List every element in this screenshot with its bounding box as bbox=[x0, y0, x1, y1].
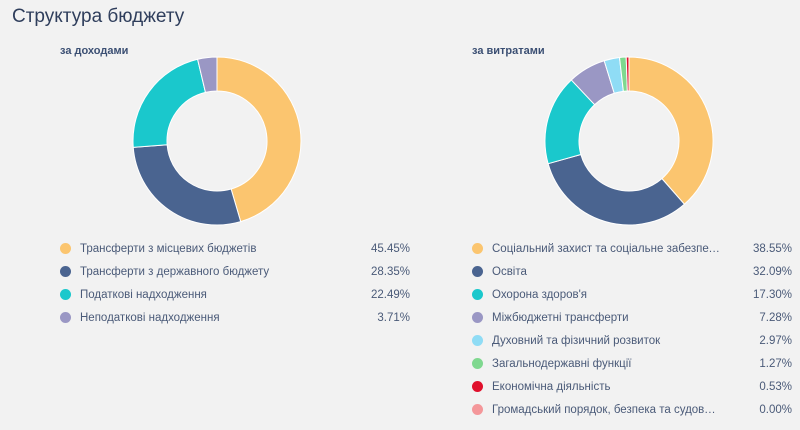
expense-donut-chart bbox=[544, 56, 714, 226]
legend-percentage: 28.35% bbox=[370, 265, 410, 278]
legend-percentage: 17.30% bbox=[752, 288, 792, 301]
donut-slice[interactable] bbox=[132, 58, 207, 148]
income-donut-chart bbox=[132, 56, 302, 226]
legend-percentage: 0.00% bbox=[759, 403, 792, 416]
income-legend: Трансферти з місцевих бюджетів 45.45% Тран… bbox=[60, 237, 410, 329]
legend-label: Громадський порядок, безпека та судова в… bbox=[492, 403, 722, 416]
legend-swatch bbox=[60, 312, 71, 323]
legend-item[interactable]: Загальнодержавні функції 1.27% bbox=[472, 352, 794, 375]
legend-item[interactable]: Міжбюджетні трансферти 7.28% bbox=[472, 306, 794, 329]
legend-item[interactable]: Охорона здоров'я 17.30% bbox=[472, 283, 794, 306]
legend-item[interactable]: Освіта 32.09% bbox=[472, 260, 794, 283]
legend-percentage: 3.71% bbox=[377, 311, 410, 324]
legend-percentage: 0.53% bbox=[759, 380, 792, 393]
legend-label: Економічна діяльність bbox=[492, 380, 611, 393]
legend-percentage: 22.49% bbox=[370, 288, 410, 301]
legend-label: Охорона здоров'я bbox=[492, 288, 588, 301]
legend-label: Духовний та фізичний розвиток bbox=[492, 334, 661, 347]
page-title: Структура бюджету bbox=[12, 6, 185, 27]
expense-chart-title: за витратами bbox=[472, 45, 545, 57]
legend-percentage: 7.28% bbox=[759, 311, 792, 324]
income-chart-title: за доходами bbox=[60, 45, 129, 57]
expense-legend: Соціальний захист та соціальне забезпече… bbox=[472, 237, 794, 421]
legend-percentage: 45.45% bbox=[370, 242, 410, 255]
legend-item[interactable]: Неподаткові надходження 3.71% bbox=[60, 306, 410, 329]
legend-item[interactable]: Податкові надходження 22.49% bbox=[60, 283, 410, 306]
donut-slice[interactable] bbox=[132, 144, 242, 226]
legend-item[interactable]: Духовний та фізичний розвиток 2.97% bbox=[472, 329, 794, 352]
legend-percentage: 32.09% bbox=[752, 265, 792, 278]
donut-slice[interactable] bbox=[547, 153, 686, 226]
donut-slice[interactable] bbox=[628, 56, 714, 205]
legend-swatch bbox=[472, 266, 483, 277]
donut-slice[interactable] bbox=[625, 56, 630, 92]
legend-label: Податкові надходження bbox=[80, 288, 207, 301]
legend-label: Загальнодержавні функції bbox=[492, 357, 632, 370]
donut-slice[interactable] bbox=[216, 56, 302, 223]
legend-percentage: 1.27% bbox=[759, 357, 792, 370]
legend-label: Освіта bbox=[492, 265, 527, 278]
legend-swatch bbox=[472, 289, 483, 300]
legend-percentage: 2.97% bbox=[759, 334, 792, 347]
legend-swatch bbox=[472, 335, 483, 346]
donut-slice[interactable] bbox=[196, 56, 218, 93]
legend-swatch bbox=[472, 312, 483, 323]
legend-label: Трансферти з місцевих бюджетів bbox=[80, 242, 257, 255]
legend-label: Міжбюджетні трансферти bbox=[492, 311, 629, 324]
legend-swatch bbox=[472, 404, 483, 415]
legend-item[interactable]: Трансферти з державного бюджету 28.35% bbox=[60, 260, 410, 283]
legend-swatch bbox=[472, 381, 483, 392]
legend-swatch bbox=[472, 243, 483, 254]
legend-swatch bbox=[60, 243, 71, 254]
legend-label: Неподаткові надходження bbox=[80, 311, 220, 324]
legend-item[interactable]: Соціальний захист та соціальне забезпече… bbox=[472, 237, 794, 260]
legend-percentage: 38.55% bbox=[752, 242, 792, 255]
legend-swatch bbox=[60, 289, 71, 300]
legend-swatch bbox=[60, 266, 71, 277]
legend-label: Соціальний захист та соціальне забезпече… bbox=[492, 242, 722, 255]
legend-label: Трансферти з державного бюджету bbox=[80, 265, 270, 278]
legend-item[interactable]: Трансферти з місцевих бюджетів 45.45% bbox=[60, 237, 410, 260]
legend-item[interactable]: Економічна діяльність 0.53% bbox=[472, 375, 794, 398]
legend-swatch bbox=[472, 358, 483, 369]
legend-item[interactable]: Громадський порядок, безпека та судова в… bbox=[472, 398, 794, 421]
